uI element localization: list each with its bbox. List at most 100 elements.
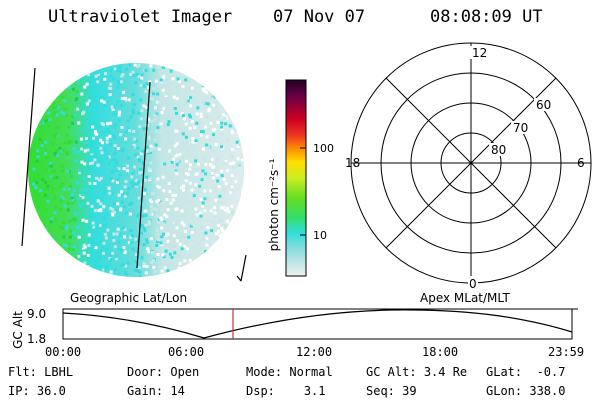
disk-pixel (203, 65, 207, 69)
disk-pixel (55, 70, 59, 73)
disk-pixel (145, 264, 149, 268)
disk-pixel (122, 263, 126, 267)
disk-pixel (222, 76, 226, 80)
disk-pixel (210, 157, 214, 161)
disk-pixel (182, 160, 186, 164)
disk-pixel (149, 261, 153, 265)
lat-label-70: 70 (513, 121, 528, 135)
disk-pixel (193, 126, 197, 129)
disk-pixel (40, 82, 44, 86)
disk-pixel (107, 86, 111, 90)
disk-pixel (81, 107, 85, 111)
disk-pixel (228, 255, 232, 259)
disk-pixel (222, 177, 226, 181)
disk-pixel (86, 267, 90, 271)
disk-pixel (34, 118, 38, 122)
disk-pixel (82, 251, 86, 255)
disk-pixel (139, 167, 143, 171)
disk-pixel (173, 251, 177, 255)
disk-pixel (159, 241, 163, 245)
disk-pixel (228, 124, 232, 128)
disk-pixel (102, 251, 105, 255)
disk-pixel (40, 140, 44, 144)
disk-pixel (231, 131, 235, 135)
disk-pixel (201, 255, 205, 259)
disk-pixel (229, 63, 232, 67)
disk-pixel (203, 189, 207, 193)
disk-pixel (87, 233, 91, 237)
disk-pixel (114, 208, 118, 212)
disk-pixel (207, 196, 211, 200)
disk-pixel (102, 100, 106, 104)
disk-pixel (58, 250, 62, 254)
disk-pixel (163, 162, 167, 166)
disk-pixel (67, 139, 71, 143)
disk-pixel (82, 177, 86, 181)
disk-pixel (81, 218, 85, 222)
disk-pixel (221, 258, 225, 262)
disk-pixel (184, 201, 188, 205)
disk-pixel (46, 86, 50, 90)
disk-pixel (54, 108, 58, 111)
disk-pixel (202, 156, 206, 160)
disk-pixel (28, 244, 32, 248)
disk-pixel (32, 261, 36, 265)
disk-pixel (224, 246, 228, 250)
disk-pixel (53, 135, 57, 138)
disk-pixel (161, 66, 165, 69)
disk-pixel (228, 98, 232, 102)
disk-pixel (80, 193, 84, 197)
disk-pixel (149, 148, 153, 152)
disk-pixel (132, 143, 136, 147)
disk-pixel (142, 127, 146, 131)
disk-pixel (207, 107, 211, 111)
disk-pixel (36, 206, 40, 210)
disk-pixel (75, 269, 79, 273)
disk-pixel (226, 107, 230, 111)
disk-pixel (66, 201, 70, 205)
disk-pixel (180, 209, 184, 213)
disk-pixel (229, 191, 233, 195)
disk-pixel (205, 243, 209, 247)
disk-pixel (69, 64, 73, 68)
disk-pixel (235, 68, 239, 72)
disk-pixel (88, 181, 92, 185)
disk-pixel (131, 234, 134, 237)
disk-pixel (139, 98, 143, 102)
disk-pixel (164, 92, 168, 96)
disk-pixel (198, 184, 202, 188)
disk-pixel (39, 189, 43, 193)
disk-pixel (152, 259, 155, 263)
disk-pixel (138, 270, 142, 274)
disk-pixel (86, 265, 90, 269)
disk-pixel (58, 146, 62, 150)
disk-pixel (156, 215, 160, 218)
disk-pixel (242, 103, 244, 107)
disk-pixel (72, 230, 75, 234)
disk-pixel (137, 180, 141, 184)
disk-pixel (149, 237, 153, 241)
disk-pixel (109, 258, 113, 261)
disk-pixel (62, 221, 66, 225)
disk-pixel (238, 143, 241, 146)
disk-pixel (231, 161, 235, 165)
disk-pixel (64, 267, 68, 271)
disk-pixel (87, 99, 91, 103)
disk-pixel (220, 169, 224, 173)
disk-pixel (77, 78, 81, 82)
disk-pixel (215, 209, 219, 213)
disk-pixel (148, 150, 152, 154)
disk-pixel (47, 124, 50, 128)
disk-pixel (96, 80, 100, 84)
disk-pixel (113, 136, 117, 140)
disk-pixel (169, 99, 173, 103)
disk-pixel (236, 164, 240, 168)
disk-pixel (225, 100, 228, 104)
disk-pixel (38, 249, 42, 252)
disk-pixel (141, 149, 145, 153)
disk-pixel (224, 273, 228, 277)
disk-pixel (107, 186, 111, 190)
disk-pixel (137, 153, 141, 157)
disk-pixel (226, 138, 230, 142)
disk-pixel (195, 112, 199, 116)
